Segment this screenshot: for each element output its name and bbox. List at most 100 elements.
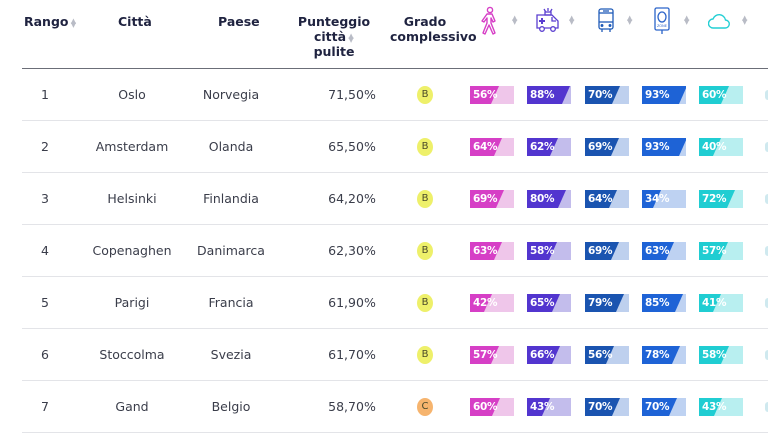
row-divider	[22, 328, 768, 329]
metric-bar-2: 80%	[527, 190, 571, 208]
metric-value: 88%	[530, 89, 555, 101]
metric-value: 79%	[588, 297, 613, 309]
score-cell: 61,70%	[328, 347, 376, 362]
scroll-indicator	[765, 298, 768, 308]
grade-badge: C	[417, 398, 433, 416]
sort-icon[interactable]: ▲ ▼	[684, 14, 690, 26]
table-row: 5 Parigi Francia 61,90% B 42% 65% 79% 85% 41…	[22, 277, 768, 329]
header-city[interactable]: Città	[118, 14, 152, 29]
table-row: 4 Copenaghen Danimarca 62,30% B 63% 58% 69% …	[22, 225, 768, 277]
city-cell: Oslo	[118, 87, 146, 102]
header-zone[interactable]: ZONE	[653, 6, 671, 40]
header-cloud[interactable]	[707, 8, 730, 36]
metric-value: 64%	[588, 193, 613, 205]
metric-value: 80%	[530, 193, 555, 205]
metric-value: 60%	[473, 401, 498, 413]
header-grade[interactable]: Grado complessivo	[390, 14, 477, 44]
metric-value: 70%	[645, 401, 670, 413]
bus-icon	[598, 8, 614, 32]
city-cell: Copenaghen	[92, 243, 172, 258]
metric-value: 34%	[645, 193, 670, 205]
score-cell: 65,50%	[328, 139, 376, 154]
grade-badge: B	[417, 190, 433, 208]
metric-value: 70%	[588, 401, 613, 413]
country-cell: Finlandia	[203, 191, 259, 206]
metric-value: 58%	[702, 349, 727, 361]
country-cell: Belgio	[211, 399, 251, 414]
ambulance-icon	[536, 8, 559, 32]
metric-value: 57%	[702, 245, 727, 257]
table-row: 6 Stoccolma Svezia 61,70% B 57% 66% 56% 78% …	[22, 329, 768, 381]
row-divider	[22, 172, 768, 173]
metric-bar-5: 72%	[699, 190, 743, 208]
metric-bar-1: 63%	[470, 242, 514, 260]
metric-value: 63%	[473, 245, 498, 257]
grade-badge: B	[417, 138, 433, 156]
metric-bar-3: 70%	[585, 86, 629, 104]
sort-icon[interactable]: ▲ ▼	[70, 16, 77, 29]
metric-bar-4: 85%	[642, 294, 686, 312]
metric-value: 78%	[645, 349, 670, 361]
sort-icon[interactable]: ▲ ▼	[627, 14, 633, 26]
header-score[interactable]: Punteggio città ▲ ▼ pulite	[297, 14, 371, 59]
rank-cell: 3	[41, 191, 49, 206]
metric-bar-4: 93%	[642, 86, 686, 104]
city-cell: Parigi	[114, 295, 150, 310]
header-rank[interactable]: Rango ▲ ▼	[24, 14, 77, 29]
grade-badge: B	[417, 86, 433, 104]
svg-text:ZONE: ZONE	[657, 24, 667, 28]
country-cell: Norvegia	[202, 87, 260, 102]
rank-cell: 4	[41, 243, 49, 258]
metric-bar-3: 79%	[585, 294, 629, 312]
metric-bar-4: 63%	[642, 242, 686, 260]
country-cell: Olanda	[208, 139, 254, 154]
metric-value: 56%	[473, 89, 498, 101]
cloud-icon	[707, 14, 730, 29]
sort-icon[interactable]: ▲ ▼	[742, 14, 748, 26]
scroll-indicator	[765, 194, 768, 204]
header-bus[interactable]	[597, 6, 615, 38]
grade-badge: B	[417, 346, 433, 364]
metric-value: 56%	[588, 349, 613, 361]
header-ambulance[interactable]	[535, 6, 561, 38]
metric-bar-1: 57%	[470, 346, 514, 364]
metric-value: 58%	[530, 245, 555, 257]
metric-bar-1: 56%	[470, 86, 514, 104]
metric-bar-3: 64%	[585, 190, 629, 208]
metric-value: 40%	[702, 141, 727, 153]
table-row: 1 Oslo Norvegia 71,50% B 56% 88% 70% 93% 60%	[22, 69, 768, 121]
row-divider	[22, 276, 768, 277]
metric-bar-5: 60%	[699, 86, 743, 104]
sort-icon[interactable]: ▲ ▼	[348, 31, 354, 44]
city-cell: Amsterdam	[95, 139, 169, 154]
metric-bar-4: 78%	[642, 346, 686, 364]
pedestrian-icon	[481, 6, 496, 35]
zone-sign-icon: ZONE	[654, 7, 670, 34]
metric-bar-4: 93%	[642, 138, 686, 156]
header-pedestrian[interactable]	[478, 6, 500, 40]
metric-bar-2: 66%	[527, 346, 571, 364]
score-cell: 61,90%	[328, 295, 376, 310]
grade-badge: B	[417, 242, 433, 260]
table-row: 3 Helsinki Finlandia 64,20% B 69% 80% 64% 34…	[22, 173, 768, 225]
metric-bar-1: 64%	[470, 138, 514, 156]
grade-badge: B	[417, 294, 433, 312]
scroll-indicator	[765, 246, 768, 256]
sort-icon[interactable]: ▲ ▼	[569, 14, 575, 26]
metric-value: 69%	[473, 193, 498, 205]
metric-bar-4: 70%	[642, 398, 686, 416]
metric-value: 41%	[702, 297, 727, 309]
scroll-indicator	[765, 142, 768, 152]
sort-icon[interactable]: ▲ ▼	[512, 14, 518, 26]
metric-value: 66%	[530, 349, 555, 361]
metric-value: 70%	[588, 89, 613, 101]
metric-value: 57%	[473, 349, 498, 361]
metric-bar-1: 42%	[470, 294, 514, 312]
metric-bar-3: 69%	[585, 242, 629, 260]
score-cell: 64,20%	[328, 191, 376, 206]
row-divider	[22, 380, 768, 381]
metric-bar-2: 43%	[527, 398, 571, 416]
header-country[interactable]: Paese	[218, 14, 260, 29]
metric-value: 43%	[530, 401, 555, 413]
metric-value: 65%	[530, 297, 555, 309]
